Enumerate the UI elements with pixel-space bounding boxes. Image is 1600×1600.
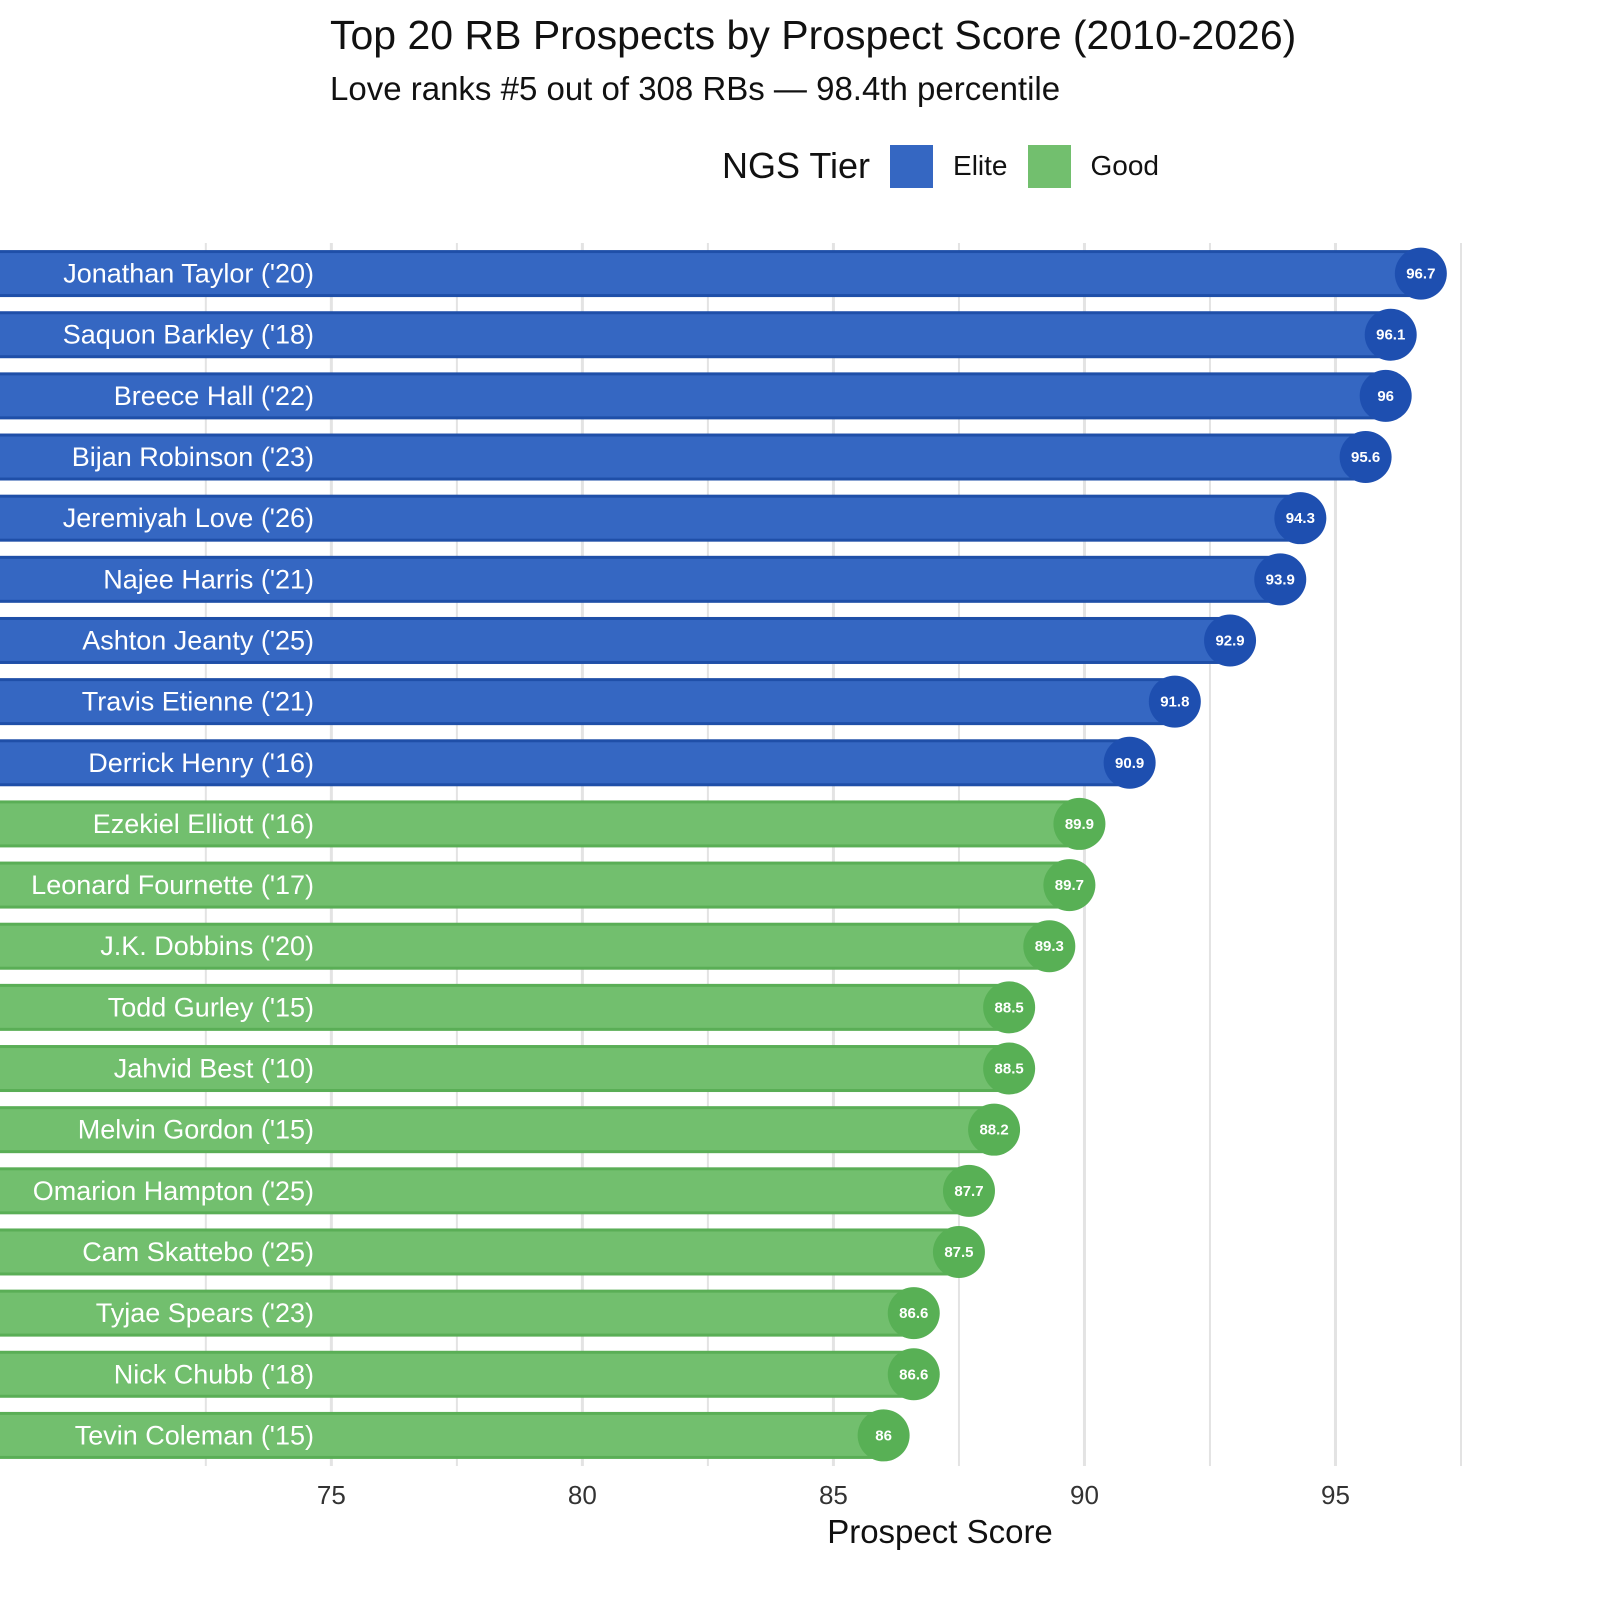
bar-category-label: Jahvid Best ('10) (114, 1054, 314, 1084)
bar (0, 678, 1177, 726)
value-label: 91.8 (1160, 694, 1189, 711)
chart-subtitle: Love ranks #5 out of 308 RBs — 98.4th pe… (330, 70, 1061, 107)
bar (0, 1411, 886, 1459)
bar-category-label: Cam Skattebo ('25) (82, 1237, 314, 1267)
bar-category-label: Bijan Robinson ('23) (72, 442, 314, 472)
value-point (1023, 920, 1076, 973)
bar-category-label: Nick Chubb ('18) (114, 1359, 314, 1389)
value-label: 96 (1377, 388, 1394, 405)
x-tick-label: 95 (1321, 1480, 1350, 1510)
value-point (1204, 614, 1257, 667)
bar-category-label: Tevin Coleman ('15) (75, 1420, 314, 1450)
legend-item-good: Good (1027, 144, 1160, 188)
value-label: 90.9 (1115, 755, 1144, 772)
bar-category-label: Jonathan Taylor ('20) (63, 259, 314, 289)
bar (0, 555, 1282, 603)
value-point (887, 1287, 940, 1340)
value-point (1148, 675, 1201, 728)
legend: NGS Tier Elite Good (722, 140, 1179, 192)
x-axis: 75 80 85 90 95 (317, 1480, 1350, 1510)
bar-category-label: Omarion Hampton ('25) (33, 1176, 314, 1206)
bar (0, 372, 1388, 420)
bar (0, 494, 1302, 542)
x-tick-label: 75 (317, 1480, 346, 1510)
value-label: 86.6 (899, 1305, 928, 1322)
value-label: 94.3 (1286, 510, 1315, 527)
bar-category-label: Derrick Henry ('16) (88, 748, 314, 778)
value-point (1359, 369, 1412, 422)
value-point (942, 1164, 995, 1217)
bar-category-label: Melvin Gordon ('15) (78, 1115, 314, 1145)
legend-swatch-elite (890, 144, 934, 188)
value-label: 96.7 (1406, 266, 1435, 283)
value-point (1254, 553, 1307, 606)
bar-category-label: Ashton Jeanty ('25) (82, 625, 314, 655)
value-label: 86 (875, 1427, 892, 1444)
value-point (983, 1042, 1036, 1095)
value-point (1339, 431, 1392, 484)
bar (0, 800, 1081, 848)
bar (0, 1228, 961, 1276)
value-point (983, 981, 1036, 1034)
value-label: 86.6 (899, 1366, 928, 1383)
chart-title: Top 20 RB Prospects by Prospect Score (2… (330, 12, 1297, 58)
value-point (1274, 492, 1327, 545)
bar (0, 1167, 971, 1215)
legend-title: NGS Tier (722, 145, 871, 186)
bar (0, 1106, 996, 1154)
value-label: 89.7 (1055, 877, 1084, 894)
value-point (1364, 308, 1417, 361)
legend-label-good: Good (1090, 150, 1160, 181)
value-point (1053, 797, 1106, 850)
legend-label-elite: Elite (953, 150, 1008, 181)
value-label: 87.7 (954, 1183, 983, 1200)
value-label: 96.1 (1376, 327, 1405, 344)
value-label: 87.5 (944, 1244, 973, 1261)
bar-category-label: Leonard Fournette ('17) (31, 870, 314, 900)
x-tick-label: 85 (819, 1480, 848, 1510)
gridlines (204, 243, 1462, 1466)
value-label: 88.2 (979, 1122, 1008, 1139)
bar (0, 922, 1051, 970)
x-tick-label: 90 (1070, 1480, 1099, 1510)
value-label: 88.5 (995, 1061, 1024, 1078)
value-label: 88.5 (995, 999, 1024, 1016)
value-point (968, 1103, 1021, 1156)
bar-category-label: Najee Harris ('21) (103, 564, 314, 594)
value-label: 89.9 (1065, 816, 1094, 833)
value-point (887, 1348, 940, 1401)
bars: Jonathan Taylor ('20) 96.7 Saquon Barkley … (0, 247, 1447, 1462)
bar (0, 739, 1132, 787)
bar-category-label: Breece Hall ('22) (114, 381, 314, 411)
value-point (1394, 247, 1447, 300)
bar-category-label: J.K. Dobbins ('20) (100, 931, 314, 961)
bar (0, 250, 1423, 298)
value-point (932, 1225, 985, 1278)
bar-category-label: Jeremiyah Love ('26) (63, 503, 314, 533)
value-point (857, 1409, 910, 1462)
x-tick-label: 80 (568, 1480, 597, 1510)
value-point (1103, 736, 1156, 789)
bar-category-label: Travis Etienne ('21) (82, 687, 314, 717)
bar-category-label: Todd Gurley ('15) (108, 992, 314, 1022)
bar-category-label: Ezekiel Elliott ('16) (93, 809, 314, 839)
value-label: 95.6 (1351, 449, 1380, 466)
legend-item-elite: Elite (890, 144, 1008, 188)
x-axis-title: Prospect Score (827, 1513, 1053, 1550)
value-label: 93.9 (1266, 571, 1295, 588)
value-label: 89.3 (1035, 938, 1064, 955)
legend-swatch-good (1027, 144, 1071, 188)
bar (0, 1350, 916, 1398)
value-point (1043, 859, 1096, 912)
bar-category-label: Tyjae Spears ('23) (96, 1298, 314, 1328)
bar-category-label: Saquon Barkley ('18) (63, 320, 314, 350)
value-label: 92.9 (1215, 632, 1244, 649)
